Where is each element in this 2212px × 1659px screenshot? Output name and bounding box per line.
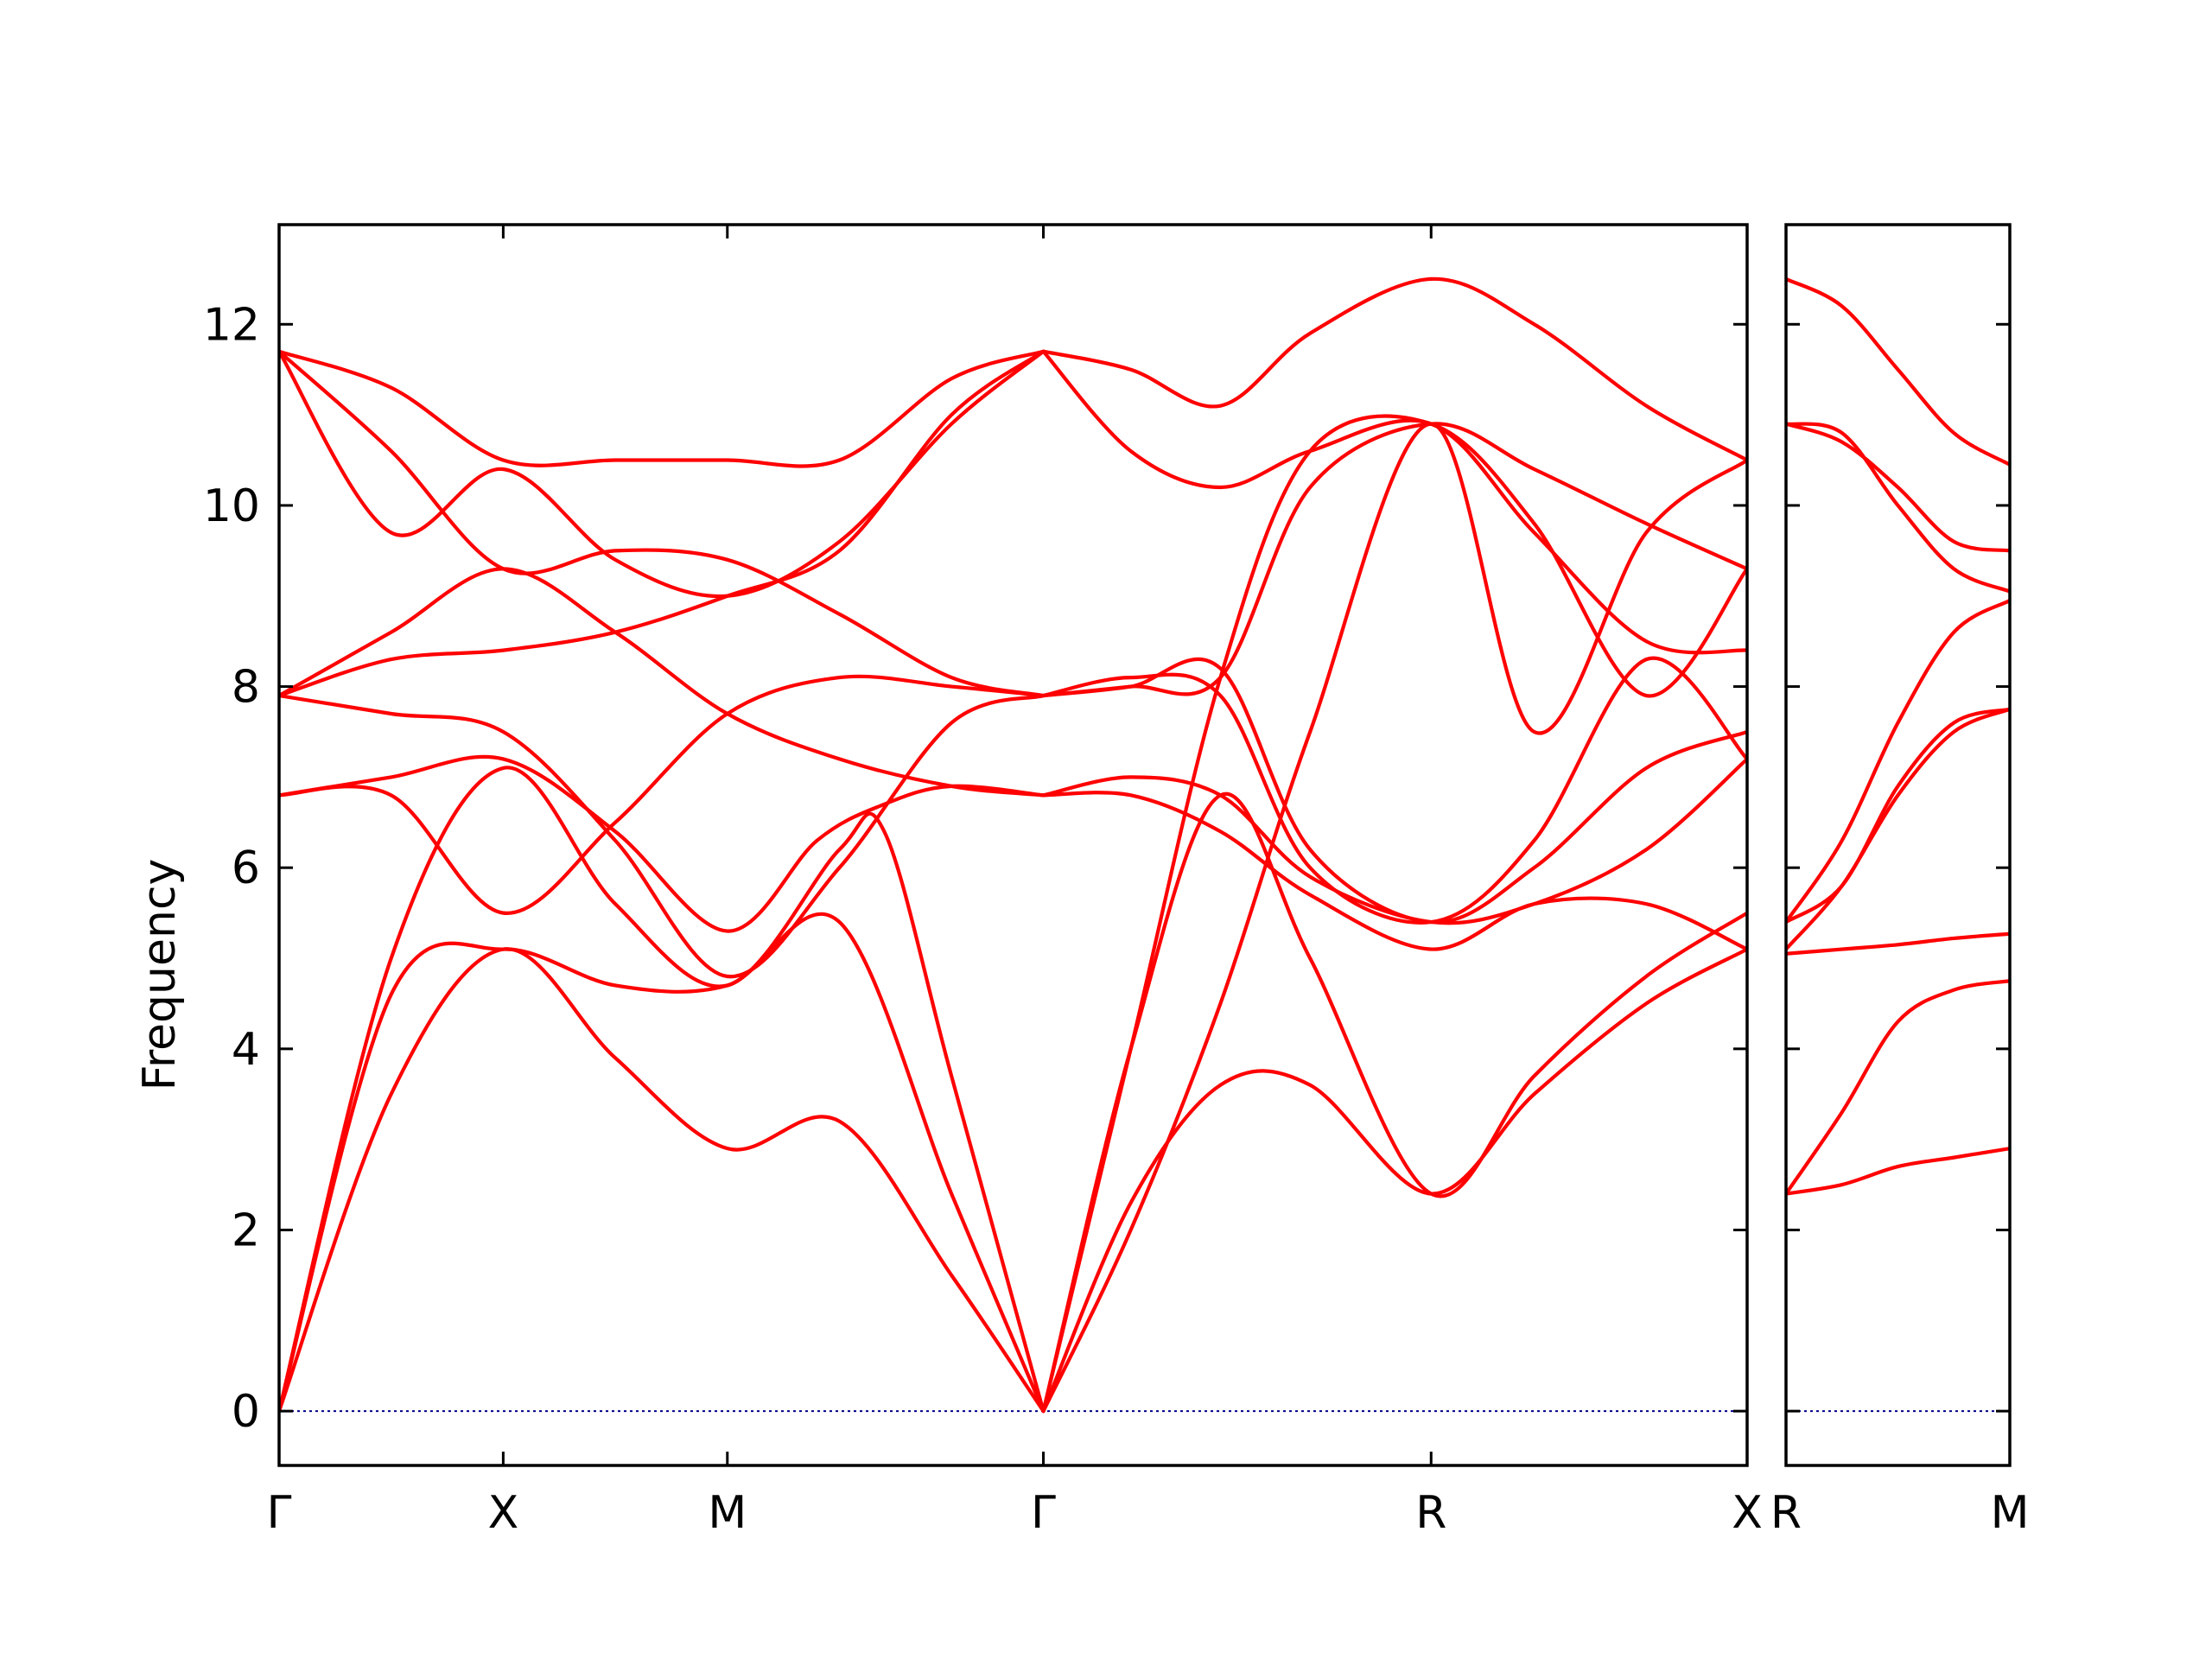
- band-line-5: [279, 674, 1046, 915]
- band-line-8: [279, 349, 1046, 698]
- band-line-1: [279, 947, 1046, 1414]
- x-tick-label: M: [1991, 1487, 2030, 1539]
- y-tick-label: 12: [203, 299, 260, 351]
- left-band-panel: 0 2 4 6 8 10 12 Γ X M Γ R X: [203, 223, 1763, 1539]
- band-line-17: [1041, 656, 1747, 925]
- x-tick-label: M: [708, 1487, 747, 1539]
- band-line-13: [1041, 791, 1747, 1414]
- band-line-8: [1786, 422, 2010, 553]
- band-line-12: [1041, 947, 1747, 1414]
- x-tick-label: Γ: [267, 1487, 292, 1539]
- band-line-11: [279, 349, 1046, 468]
- band-line-4: [279, 754, 1046, 933]
- band-line-7: [279, 567, 1046, 798]
- band-line-2: [1786, 979, 2010, 1196]
- y-tick-label: 2: [232, 1205, 260, 1256]
- band-line-10: [279, 349, 1046, 599]
- band-line-19: [1041, 349, 1747, 655]
- y-tick-label: 0: [232, 1386, 260, 1438]
- y-tick-label: 6: [232, 842, 260, 894]
- band-line-15: [1041, 757, 1747, 925]
- band-line-1: [1786, 1147, 2010, 1196]
- plot-frame: [1784, 223, 2012, 1467]
- band-line-5: [1786, 707, 2010, 925]
- band-line-4: [1786, 707, 2010, 951]
- x-tick-label: Γ: [1031, 1487, 1056, 1539]
- band-line-22: [1041, 422, 1747, 1414]
- band-line-3: [279, 766, 1046, 1414]
- band-line-6: [1786, 598, 2010, 925]
- band-line-2: [279, 912, 1046, 1414]
- band-line-3: [1786, 931, 2010, 956]
- plot-frame: [277, 223, 1749, 1467]
- band-line-7: [1786, 422, 2010, 594]
- band-line-9: [279, 349, 1046, 698]
- x-tick-label: X: [1732, 1487, 1763, 1539]
- y-tick-label: 4: [232, 1024, 260, 1076]
- band-line-9: [1786, 276, 2010, 467]
- y-tick-label: 8: [232, 662, 260, 714]
- x-tick-label: R: [1770, 1487, 1802, 1539]
- band-line-20: [1041, 276, 1747, 462]
- band-line-6: [279, 693, 1046, 979]
- band-line-14: [1041, 791, 1747, 951]
- band-line-16: [1041, 657, 1747, 925]
- y-tick-label: 10: [203, 480, 260, 532]
- x-tick-label: R: [1415, 1487, 1446, 1539]
- band-line-21: [1041, 422, 1747, 698]
- x-tick-label: X: [488, 1487, 519, 1539]
- y-axis-label: Frequency: [134, 859, 186, 1091]
